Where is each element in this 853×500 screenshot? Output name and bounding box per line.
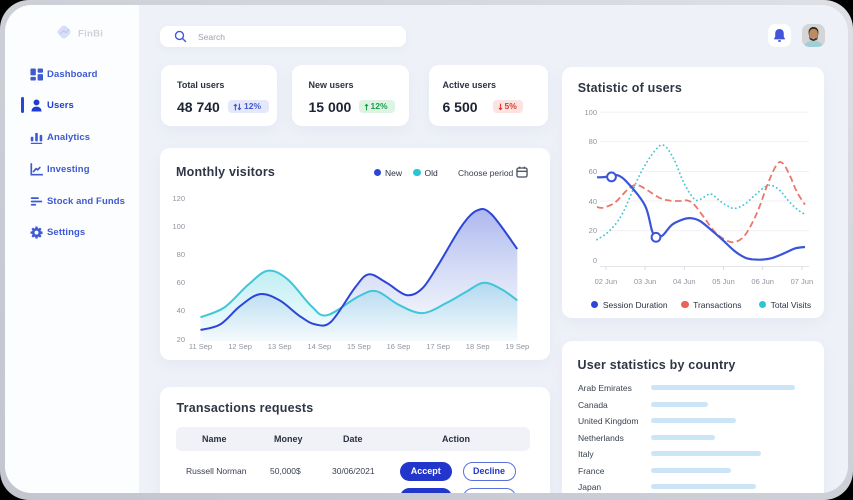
svg-text:FinBi: FinBi [78, 29, 103, 40]
